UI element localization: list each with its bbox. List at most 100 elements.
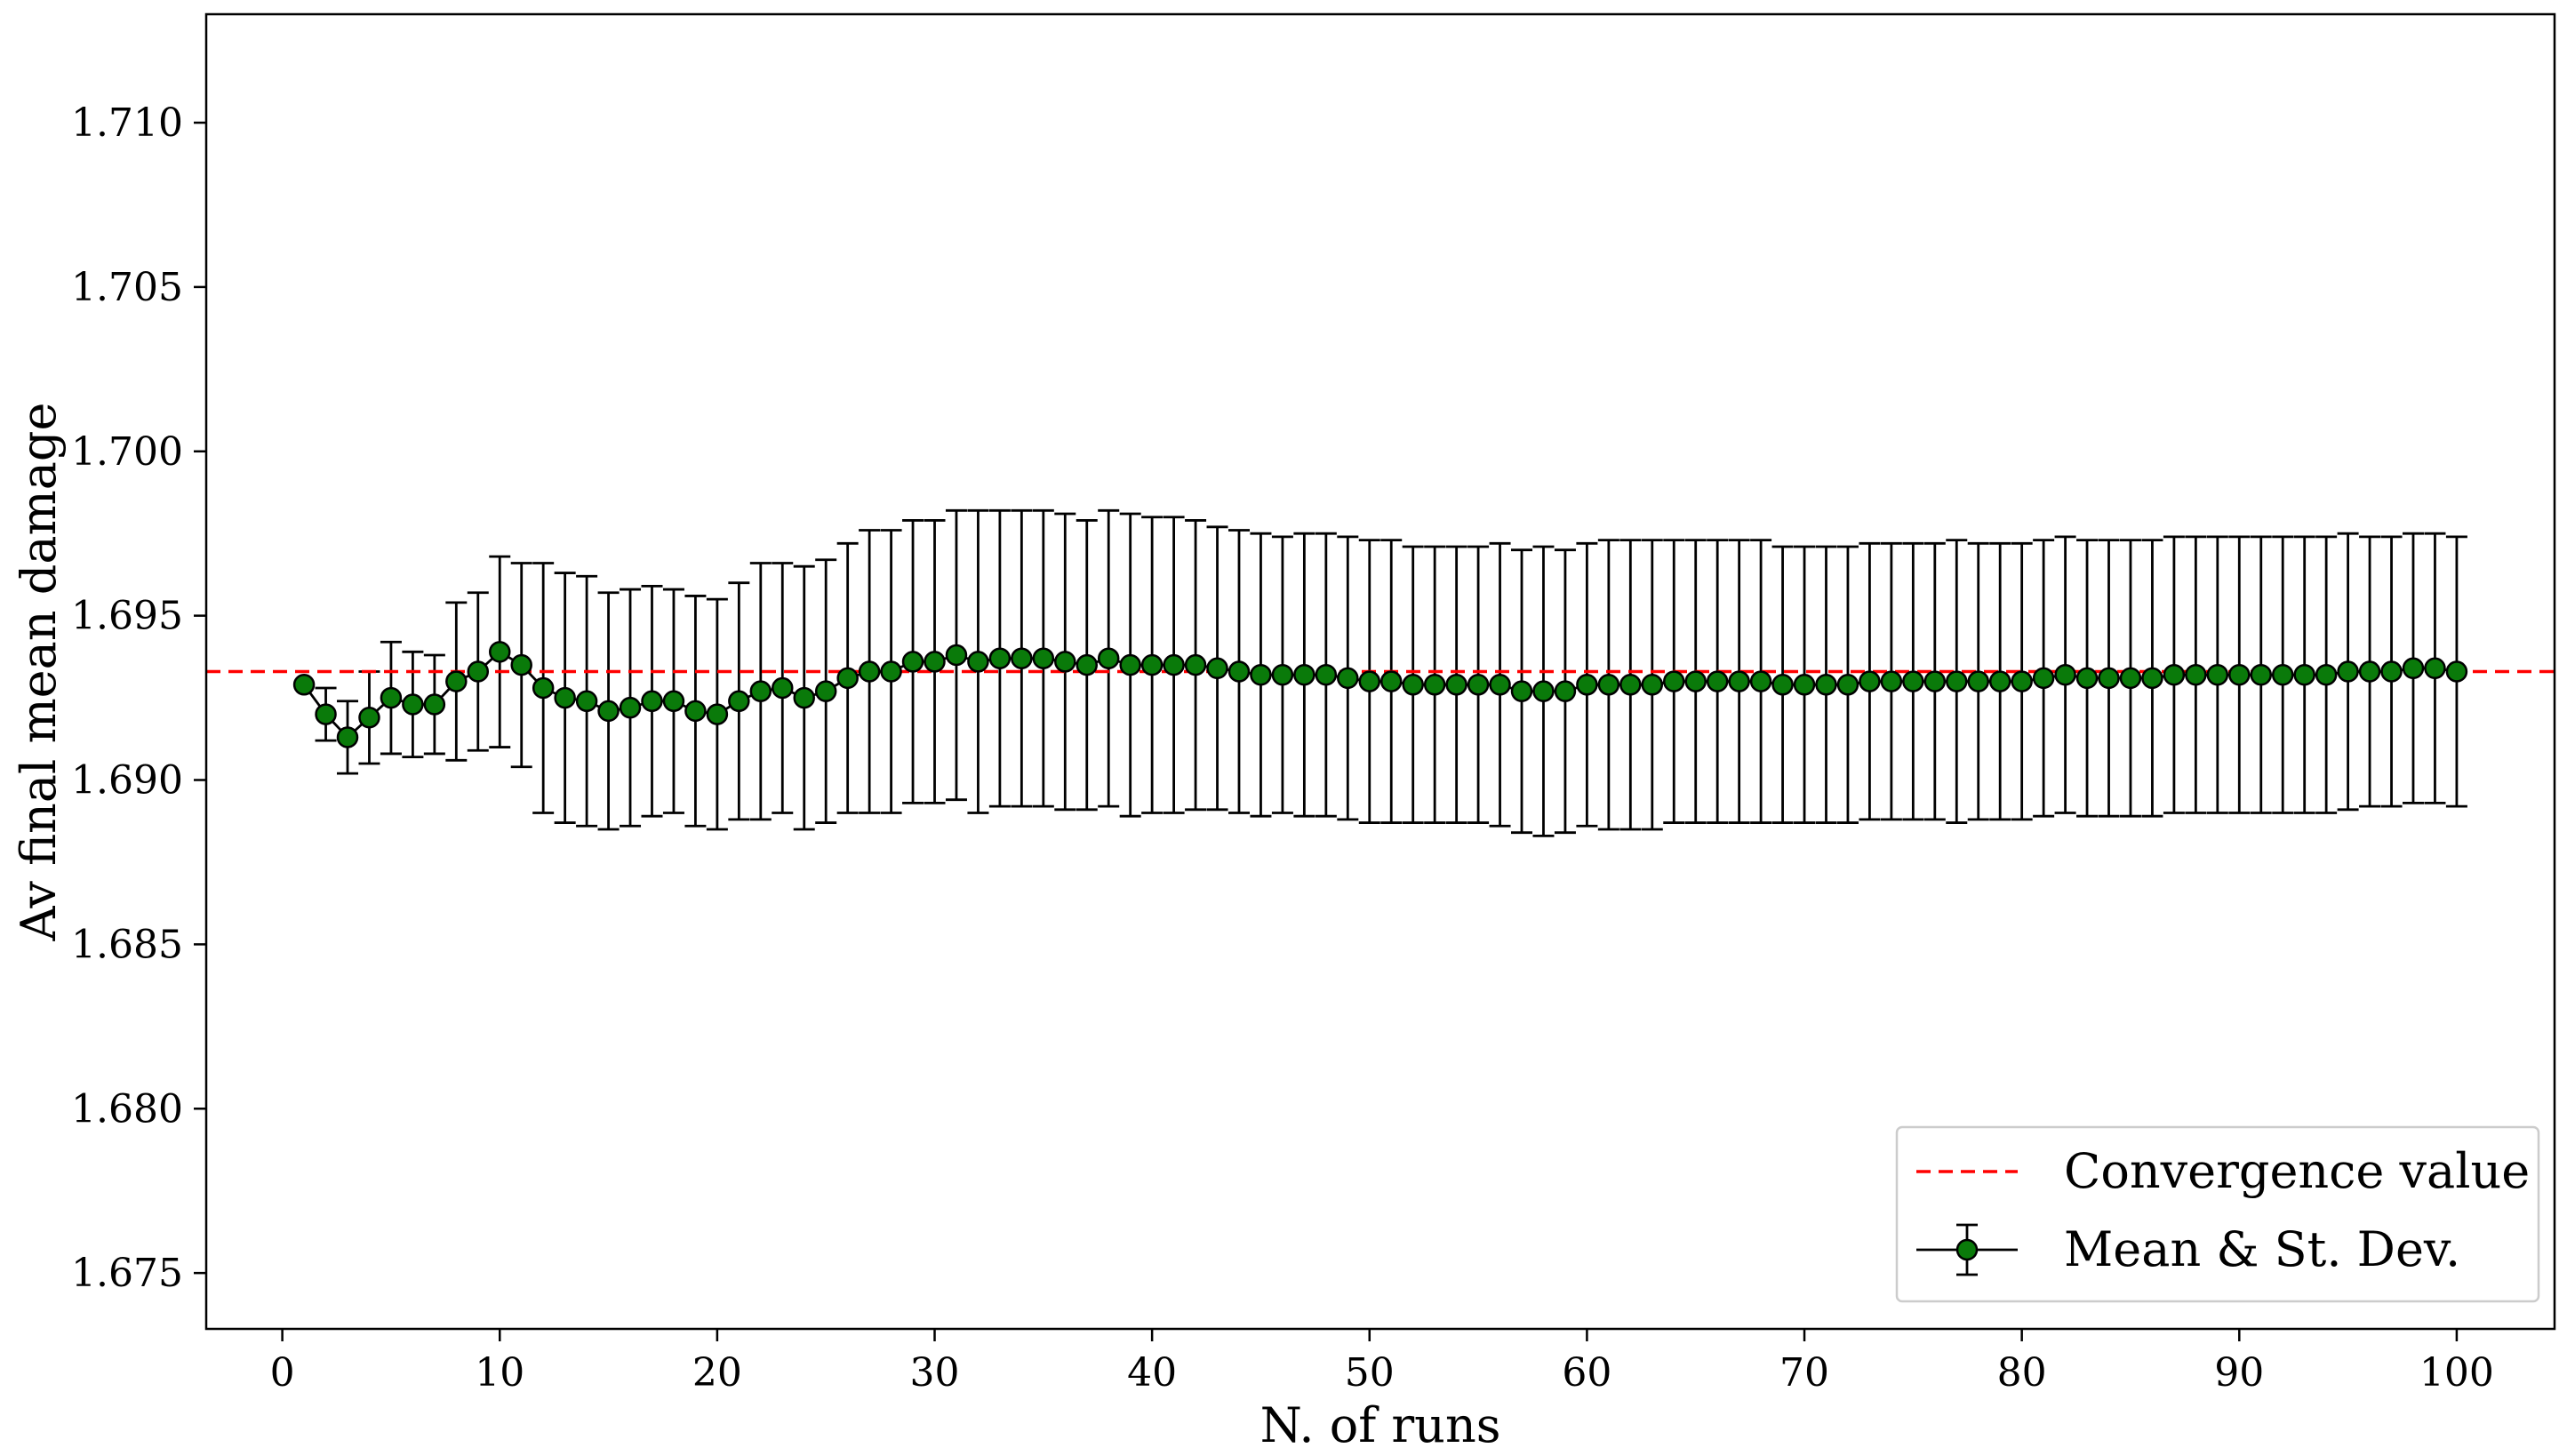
x-tick-label: 70 [1779, 1350, 1829, 1396]
y-tick-label: 1.680 [71, 1086, 183, 1132]
x-tick-label: 100 [2419, 1350, 2494, 1396]
data-point [1554, 680, 1577, 702]
data-point [402, 693, 424, 716]
x-axis: 0 10 20 30 40 50 60 70 80 90 100 [270, 1329, 2494, 1396]
data-point [1271, 663, 1294, 686]
data-point [2075, 667, 2099, 690]
data-point [1663, 670, 1685, 692]
data-point [423, 693, 446, 716]
data-point [2337, 660, 2359, 683]
data-point [836, 667, 859, 690]
data-point [1815, 674, 1837, 696]
x-axis-label: N. of runs [1260, 1397, 1501, 1453]
y-axis: 1.675 1.680 1.685 1.690 1.695 1.700 1.705 1.710 [71, 100, 206, 1296]
data-point [358, 707, 380, 729]
legend-swatch-marker [1955, 1238, 1979, 1261]
legend-box [1895, 1125, 2540, 1303]
markers-group [292, 641, 2468, 748]
data-point [1445, 674, 1467, 696]
y-tick-label: 1.685 [71, 922, 183, 967]
data-point [1880, 670, 1903, 692]
data-point [2141, 667, 2163, 690]
x-tick-label: 40 [1127, 1350, 1177, 1396]
data-point [880, 660, 902, 683]
data-point [1054, 651, 1076, 673]
data-point [2445, 660, 2468, 683]
data-point [1967, 670, 1989, 692]
data-point [619, 696, 642, 719]
data-point [1293, 663, 1315, 686]
data-point [315, 703, 337, 725]
data-point [793, 686, 815, 709]
legend-mean-swatch [1916, 1223, 2018, 1276]
series-line [302, 650, 2458, 740]
data-point [1902, 670, 1924, 692]
data-point [1032, 647, 1055, 669]
legend: Convergence value Mean & St. Dev. [1895, 1125, 2540, 1303]
data-point [336, 726, 359, 748]
data-point [967, 651, 989, 673]
data-point [1184, 653, 1207, 676]
data-point [1923, 670, 1947, 692]
data-point [1163, 653, 1185, 676]
data-point [1315, 663, 1338, 686]
data-point [1076, 653, 1098, 676]
data-point [2119, 667, 2142, 690]
data-point [945, 644, 968, 667]
data-point [467, 660, 490, 683]
data-point [684, 700, 707, 723]
data-point [1337, 667, 1359, 690]
data-point [445, 670, 468, 692]
data-point [749, 680, 772, 702]
data-point [814, 680, 837, 702]
data-point [1228, 660, 1251, 683]
data-point [772, 676, 794, 700]
data-point [2098, 667, 2120, 690]
data-point [1489, 674, 1511, 696]
data-point [1510, 680, 1533, 702]
data-point [2228, 663, 2251, 686]
y-tick-label: 1.700 [71, 429, 183, 475]
data-point [1771, 674, 1794, 696]
data-point [641, 690, 663, 713]
data-point [1011, 647, 1033, 669]
x-tick-label: 60 [1562, 1350, 1611, 1396]
data-point [1597, 674, 1620, 696]
data-point [1619, 674, 1642, 696]
x-tick-label: 0 [270, 1350, 295, 1396]
data-point [2402, 657, 2425, 680]
legend-convergence-label: Convergence value [2064, 1143, 2530, 1199]
data-point [2424, 657, 2446, 680]
data-point [1140, 653, 1164, 676]
data-point [2185, 663, 2207, 686]
data-point [2380, 660, 2403, 683]
data-point [1728, 670, 1750, 692]
data-point [1793, 674, 1816, 696]
data-point [1988, 670, 2011, 692]
x-tick-label: 10 [475, 1350, 524, 1396]
series-line-group [302, 650, 2458, 740]
data-point [1946, 670, 1968, 692]
data-point [2011, 670, 2033, 692]
x-tick-label: 20 [692, 1350, 742, 1396]
x-tick-label: 80 [1997, 1350, 2047, 1396]
x-tick-label: 30 [910, 1350, 960, 1396]
data-point [1119, 653, 1141, 676]
data-point [924, 651, 946, 673]
x-tick-label: 50 [1345, 1350, 1395, 1396]
data-point [706, 703, 729, 725]
data-point [2206, 663, 2229, 686]
data-point [662, 690, 685, 713]
data-point [1836, 674, 1859, 696]
data-point [2293, 663, 2315, 686]
data-point [1402, 674, 1424, 696]
data-point [292, 674, 316, 696]
data-point [1532, 680, 1555, 702]
data-point [1576, 674, 1598, 696]
data-point [1206, 657, 1228, 680]
data-point [2271, 663, 2294, 686]
data-point [2358, 660, 2381, 683]
data-point [1706, 670, 1729, 692]
data-point [1250, 663, 1272, 686]
y-tick-label: 1.710 [71, 100, 183, 146]
